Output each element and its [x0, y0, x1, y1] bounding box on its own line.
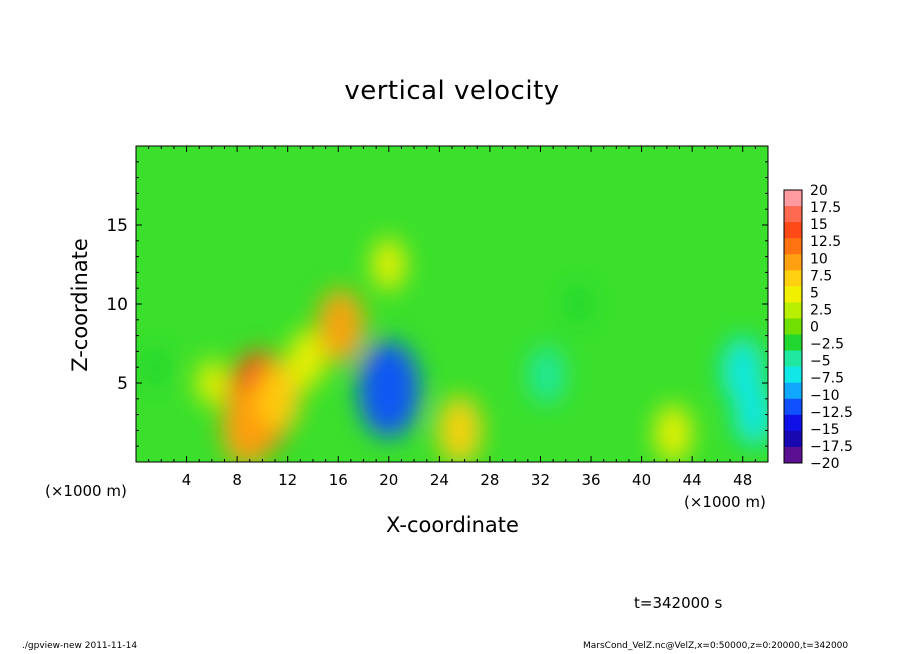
- y-axis-label: Z-coordinate: [68, 238, 92, 372]
- colorbar-swatch: [784, 254, 802, 271]
- colorbar-swatch: [784, 318, 802, 336]
- field-feature: [654, 404, 692, 462]
- field-feature: [256, 362, 301, 432]
- x-tick-label: 20: [379, 471, 398, 489]
- footer-command: ./gpview-new 2011-11-14: [22, 641, 138, 651]
- colorbar-label: −15: [810, 422, 840, 438]
- colorbar-swatch: [784, 446, 802, 464]
- field-feature: [316, 288, 365, 364]
- field-feature: [357, 341, 420, 438]
- colorbar-label: 10: [810, 251, 828, 267]
- colorbar-label: 12.5: [810, 234, 841, 250]
- x-tick-label: 4: [182, 471, 192, 489]
- x-tick-label: 12: [278, 471, 297, 489]
- chart-title: vertical velocity: [344, 76, 560, 106]
- colorbar-swatch: [784, 414, 802, 432]
- colorbar-label: −12.5: [810, 405, 853, 421]
- x-tick-label: 36: [581, 471, 600, 489]
- y-tick-label: 5: [117, 374, 128, 394]
- field-feature: [437, 395, 482, 462]
- velocity-field: [141, 238, 768, 462]
- colorbar-swatch: [784, 222, 802, 239]
- field-feature: [141, 346, 169, 388]
- colorbar-label: 7.5: [810, 268, 832, 284]
- x-tick-label: 48: [733, 471, 752, 489]
- x-axis: 4 8 12 16 20 24 28 32 36 40 44 48: [148, 146, 756, 489]
- colorbar-swatch: [784, 206, 802, 223]
- colorbar-label: −17.5: [810, 439, 853, 455]
- colorbar-swatch: [784, 366, 802, 384]
- footer-source: MarsCond_VelZ.nc@VelZ,x=0:50000,z=0:2000…: [583, 641, 849, 651]
- field-feature: [528, 346, 566, 405]
- colorbar-swatch: [784, 430, 802, 448]
- colorbar-label: −10: [810, 388, 840, 404]
- field-feature: [196, 359, 227, 407]
- y-axis: 5 10 15: [106, 161, 768, 447]
- colorbar-swatch: [784, 382, 802, 400]
- time-label: t=342000 s: [634, 594, 723, 612]
- y-tick-label: 15: [106, 216, 128, 236]
- colorbar-swatch: [784, 270, 802, 287]
- colorbar-label: −2.5: [810, 337, 844, 353]
- colorbar-swatch: [784, 398, 802, 416]
- x-tick-label: 28: [480, 471, 499, 489]
- x-tick-label: 24: [430, 471, 449, 489]
- colorbar-swatch: [784, 350, 802, 368]
- x-units-left: (×1000 m): [45, 482, 127, 500]
- colorbar-swatch: [784, 238, 802, 255]
- y-tick-label: 10: [106, 295, 128, 315]
- x-tick-label: 32: [531, 471, 550, 489]
- x-tick-label: 8: [232, 471, 242, 489]
- x-units-right: (×1000 m): [684, 493, 766, 511]
- colorbar-label: −7.5: [810, 371, 844, 387]
- field-feature: [721, 337, 764, 404]
- x-tick-label: 40: [632, 471, 651, 489]
- colorbar-label: −20: [810, 456, 840, 472]
- colorbar-label: 15: [810, 217, 828, 233]
- x-tick-label: 44: [683, 471, 702, 489]
- x-axis-label: X-coordinate: [386, 513, 519, 537]
- colorbar-swatch: [784, 302, 802, 319]
- field-feature: [372, 238, 406, 291]
- colorbar-swatch: [784, 334, 802, 352]
- colorbar-frame: [783, 189, 803, 464]
- field-feature: [565, 283, 592, 325]
- colorbar-label: 0: [810, 320, 819, 336]
- colorbar-label: 20: [810, 183, 828, 199]
- field-blobs: [141, 238, 768, 462]
- field-feature: [288, 330, 326, 389]
- colorbar-label: 2.5: [810, 302, 832, 318]
- colorbar-label: 5: [810, 285, 819, 301]
- colorbar-swatch: [784, 190, 802, 207]
- colorbar-label: 17.5: [810, 200, 841, 216]
- colorbar-swatch: [784, 286, 802, 303]
- colorbar-label: −5: [810, 354, 831, 370]
- x-tick-label: 16: [329, 471, 348, 489]
